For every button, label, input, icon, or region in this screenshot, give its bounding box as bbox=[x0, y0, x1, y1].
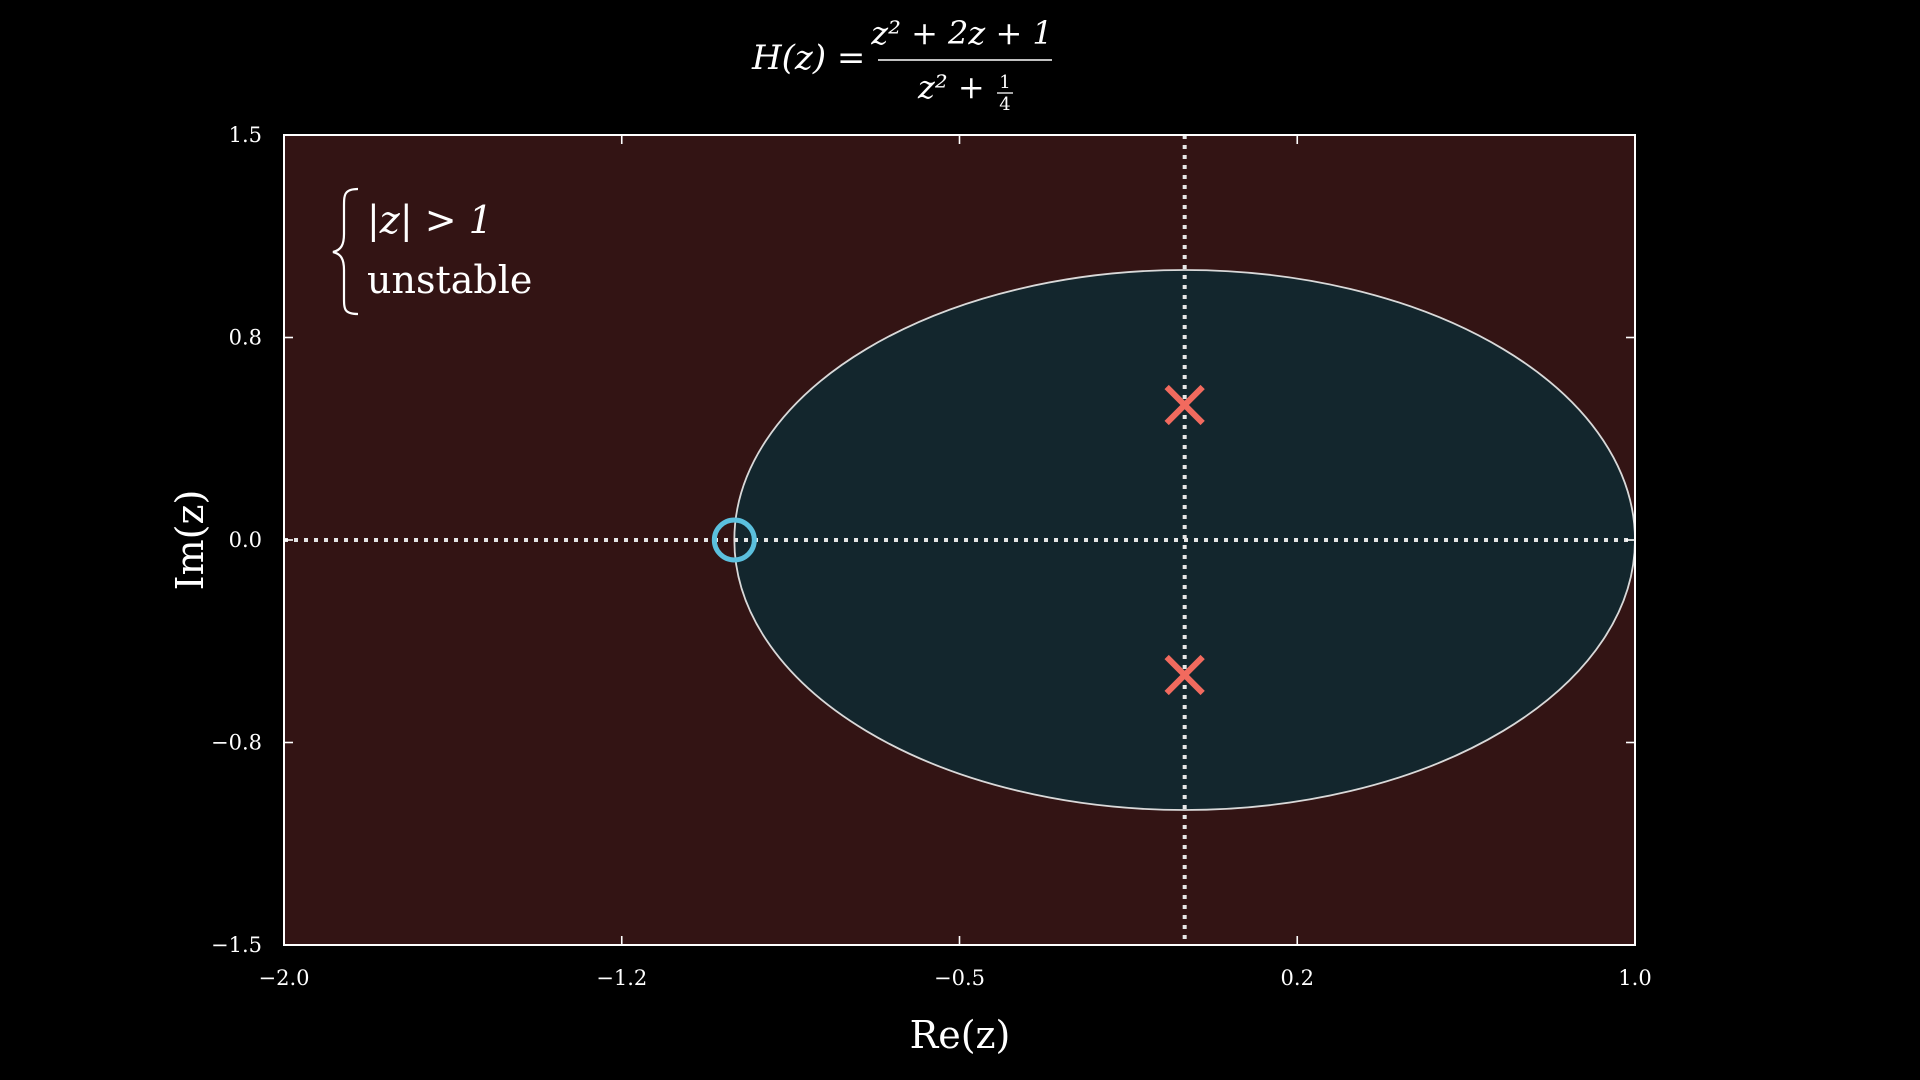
y-tick-label: 1.5 bbox=[229, 123, 262, 147]
pole-zero-markers bbox=[711, 384, 1205, 696]
y-tick-label: −1.5 bbox=[211, 933, 262, 957]
y-tick-label: 0.0 bbox=[229, 528, 262, 552]
chart-title: H(z) = z² + 2z + 1 z² + 1 4 bbox=[751, 14, 1053, 115]
x-tick-label: −2.0 bbox=[259, 966, 310, 990]
title-numerator: z² + 2z + 1 bbox=[870, 14, 1053, 52]
pole-marker-stroke bbox=[1164, 384, 1205, 426]
pole-marker-stroke bbox=[1164, 654, 1205, 696]
y-tick-label: 0.8 bbox=[229, 326, 262, 350]
pole-marker bbox=[1164, 654, 1205, 696]
annotation-condition: |z| > 1 bbox=[367, 198, 493, 242]
title-denominator-frac-den: 4 bbox=[999, 94, 1010, 115]
x-axis-title: Re(z) bbox=[910, 1013, 1011, 1057]
x-tick-label: −1.2 bbox=[596, 966, 647, 990]
pole-marker bbox=[1164, 384, 1205, 426]
x-tick-label: −0.5 bbox=[934, 966, 985, 990]
x-tick-label: 1.0 bbox=[1618, 966, 1651, 990]
title-lhs: H(z) = bbox=[751, 38, 865, 78]
region-annotation: |z| > 1 unstable bbox=[332, 187, 532, 316]
title-denominator-frac-num: 1 bbox=[999, 72, 1010, 93]
annotation-brace bbox=[332, 187, 359, 316]
y-axis-title: Im(z) bbox=[168, 490, 212, 591]
x-tick-label: 0.2 bbox=[1281, 966, 1314, 990]
title-denominator: z² + bbox=[917, 68, 985, 106]
annotation-label: unstable bbox=[367, 258, 532, 302]
axis-ticks: −2.0 −1.2 −0.5 0.2 1.0 1.5 0.8 0.0 −0.8 −1.5 bbox=[211, 123, 1652, 990]
zero-marker bbox=[711, 517, 757, 563]
y-tick-label: −0.8 bbox=[211, 731, 262, 755]
